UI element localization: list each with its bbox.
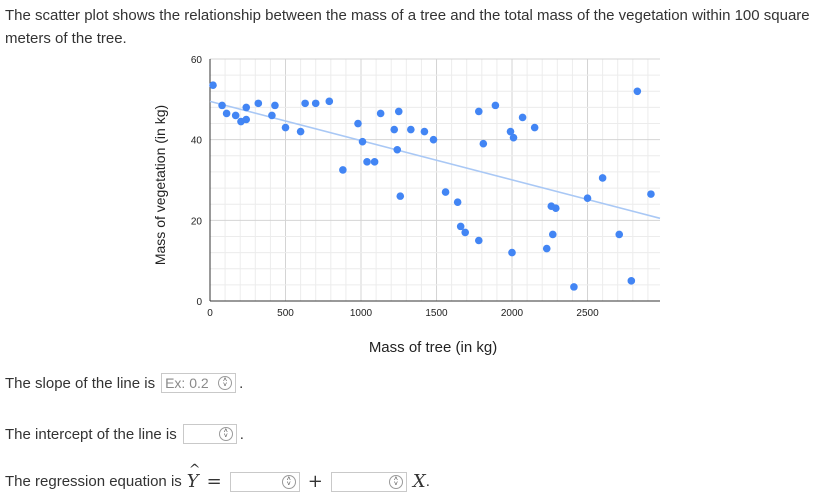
slope-spinner-icon[interactable]: ˄ ˅	[218, 376, 233, 390]
y-hat-symbol: ^ Y	[186, 462, 201, 492]
data-point	[394, 107, 403, 116]
data-point	[506, 127, 515, 136]
slope-input[interactable]: Ex: 0.2 ˄ ˅	[161, 373, 237, 393]
data-point	[615, 230, 624, 239]
data-point	[370, 158, 379, 166]
equation-intercept-input[interactable]: ˄ ˅	[229, 471, 300, 492]
data-point	[474, 107, 483, 116]
data-point	[231, 111, 240, 120]
grid-lines	[210, 58, 660, 301]
data-point	[570, 283, 578, 291]
equals-sign: =	[206, 471, 222, 492]
data-point	[509, 133, 518, 142]
data-point	[647, 190, 655, 198]
data-point	[363, 158, 371, 166]
data-point	[461, 228, 470, 237]
data-point	[301, 99, 309, 108]
slope-question: The slope of the line is Ex: 0.2 ˄ ˅ .	[5, 373, 243, 393]
data-point	[456, 222, 465, 231]
axes	[209, 59, 660, 302]
equation-question: The regression equation is ^ Y = ˄ ˅ + ˄ ˅ …	[5, 462, 430, 492]
slope-placeholder: Ex: 0.2	[165, 375, 209, 391]
data-point	[209, 81, 217, 90]
equation-intercept-spinner-icon[interactable]: ˄ ˅	[281, 474, 296, 489]
x-variable: X	[412, 471, 426, 492]
y-tick-label: 0	[196, 297, 202, 308]
data-point	[242, 115, 251, 124]
data-point	[441, 188, 450, 196]
data-point	[598, 174, 607, 182]
scatter-chart: 0 500 1000 1500 2000 2500 0 20 40 60 Mass of tree …	[152, 55, 661, 356]
data-point	[271, 101, 279, 110]
data-point	[396, 192, 405, 200]
trendline	[209, 100, 661, 220]
equation-slope-input[interactable]: ˄ ˅	[330, 471, 407, 492]
data-point	[583, 194, 592, 202]
equation-slope-spinner-icon[interactable]: ˄ ˅	[388, 474, 403, 489]
data-point	[354, 119, 362, 128]
data-point	[508, 248, 516, 257]
data-point	[281, 123, 290, 132]
data-point	[542, 244, 551, 253]
data-point	[429, 135, 438, 144]
data-point	[254, 99, 263, 108]
x-tick-label: 0	[207, 308, 213, 319]
axis-labels: 0 500 1000 1500 2000 2500 0 20 40 60 Mass of tree …	[152, 55, 599, 356]
data-point	[222, 109, 231, 118]
intro-text: The scatter plot shows the relationship …	[5, 7, 810, 47]
data-point	[218, 101, 226, 110]
data-point	[518, 113, 527, 122]
data-points	[209, 81, 655, 291]
intercept-input[interactable]: ˄ ˅	[182, 424, 237, 444]
data-point	[268, 111, 276, 120]
y-axis-title: Mass of vegetation (in kg)	[152, 105, 168, 265]
x-tick-label: 2000	[501, 308, 524, 319]
data-point	[393, 145, 402, 154]
trendline-group	[209, 100, 661, 220]
data-point	[633, 87, 642, 96]
data-point	[479, 139, 488, 148]
x-tick-label: 500	[277, 308, 294, 319]
data-point	[474, 236, 483, 245]
x-tick-label: 1000	[350, 308, 373, 319]
intercept-spinner-icon[interactable]: ˄ ˅	[218, 427, 233, 441]
data-point	[339, 166, 347, 174]
data-point	[552, 204, 560, 213]
data-point	[530, 123, 539, 132]
data-point	[453, 198, 462, 206]
data-point	[325, 97, 334, 106]
equation-period: .	[425, 473, 430, 490]
y-tick-label: 60	[191, 55, 203, 66]
x-axis-title: Mass of tree (in kg)	[369, 339, 497, 356]
data-point	[627, 277, 636, 285]
data-point	[358, 137, 367, 146]
data-point	[407, 125, 415, 134]
intercept-period: .	[239, 425, 244, 443]
slope-period: .	[239, 374, 244, 392]
plus-sign: +	[307, 471, 323, 492]
intercept-question: The intercept of the line is ˄ ˅ .	[5, 424, 244, 444]
intercept-label: The intercept of the line is	[5, 425, 177, 443]
data-point	[420, 127, 429, 136]
data-point	[296, 127, 305, 136]
x-tick-label: 2500	[576, 308, 599, 319]
x-tick-label: 1500	[425, 308, 448, 319]
data-point	[242, 103, 251, 112]
data-point	[311, 99, 320, 108]
data-point	[491, 101, 500, 110]
slope-label: The slope of the line is	[5, 374, 156, 392]
data-point	[390, 125, 399, 134]
y-tick-label: 20	[191, 216, 203, 227]
y-tick-label: 40	[191, 136, 203, 147]
data-point	[548, 230, 557, 239]
data-point	[376, 109, 385, 118]
equation-label: The regression equation is	[5, 473, 182, 490]
